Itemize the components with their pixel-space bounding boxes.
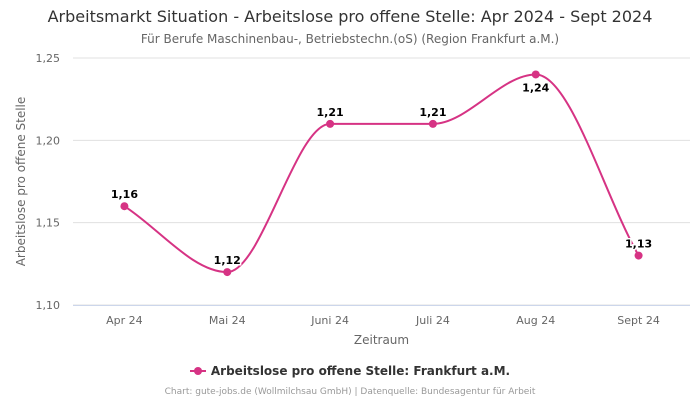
data-point[interactable] bbox=[428, 119, 437, 128]
x-tick-label: Juni 24 bbox=[310, 314, 349, 327]
data-label: 1,12 bbox=[214, 254, 241, 267]
legend-label: Arbeitslose pro offene Stelle: Frankfurt… bbox=[210, 364, 511, 378]
x-tick-label: Apr 24 bbox=[106, 314, 143, 327]
y-tick-label: 1,15 bbox=[36, 217, 61, 230]
legend-line-icon bbox=[189, 366, 206, 375]
x-tick-label: Sept 24 bbox=[617, 314, 660, 327]
data-label: 1,21 bbox=[419, 106, 446, 119]
y-tick-label: 1,10 bbox=[36, 299, 61, 312]
legend[interactable]: Arbeitslose pro offene Stelle: Frankfurt… bbox=[0, 364, 700, 378]
y-tick-labels: 1,10 1,15 1,20 1,25 bbox=[36, 52, 61, 312]
data-point[interactable] bbox=[120, 202, 129, 211]
chart-title: Arbeitsmarkt Situation - Arbeitslose pro… bbox=[47, 7, 653, 26]
x-tick-label: Aug 24 bbox=[516, 314, 555, 327]
y-tick-label: 1,25 bbox=[36, 52, 61, 65]
x-tick-labels: Apr 24 Mai 24 Juni 24 Juli 24 Aug 24 Sept 24 bbox=[106, 314, 660, 327]
data-labels: 1,16 1,12 1,21 1,21 1,24 1,13 bbox=[109, 80, 653, 269]
data-label: 1,24 bbox=[522, 81, 549, 94]
x-tick-label: Juli 24 bbox=[415, 314, 450, 327]
grid-lines bbox=[73, 57, 690, 306]
y-tick-label: 1,20 bbox=[36, 134, 61, 147]
data-label: 1,16 bbox=[111, 188, 138, 201]
chart-subtitle: Für Berufe Maschinenbau-, Betriebstechn.… bbox=[140, 32, 560, 46]
chart-credits: Chart: gute-jobs.de (Wollmilchsau GmbH) … bbox=[164, 387, 536, 397]
data-point[interactable] bbox=[223, 268, 232, 277]
data-point[interactable] bbox=[326, 119, 335, 128]
data-label: 1,13 bbox=[625, 238, 652, 251]
data-label: 1,21 bbox=[317, 106, 344, 119]
x-tick-label: Mai 24 bbox=[209, 314, 246, 327]
data-points bbox=[120, 70, 643, 277]
series-line bbox=[123, 73, 640, 274]
data-point[interactable] bbox=[634, 251, 643, 260]
y-axis-label: Arbeitslose pro offene Stelle bbox=[14, 97, 28, 267]
data-point[interactable] bbox=[531, 70, 540, 79]
x-axis-label: Zeitraum bbox=[354, 333, 409, 347]
